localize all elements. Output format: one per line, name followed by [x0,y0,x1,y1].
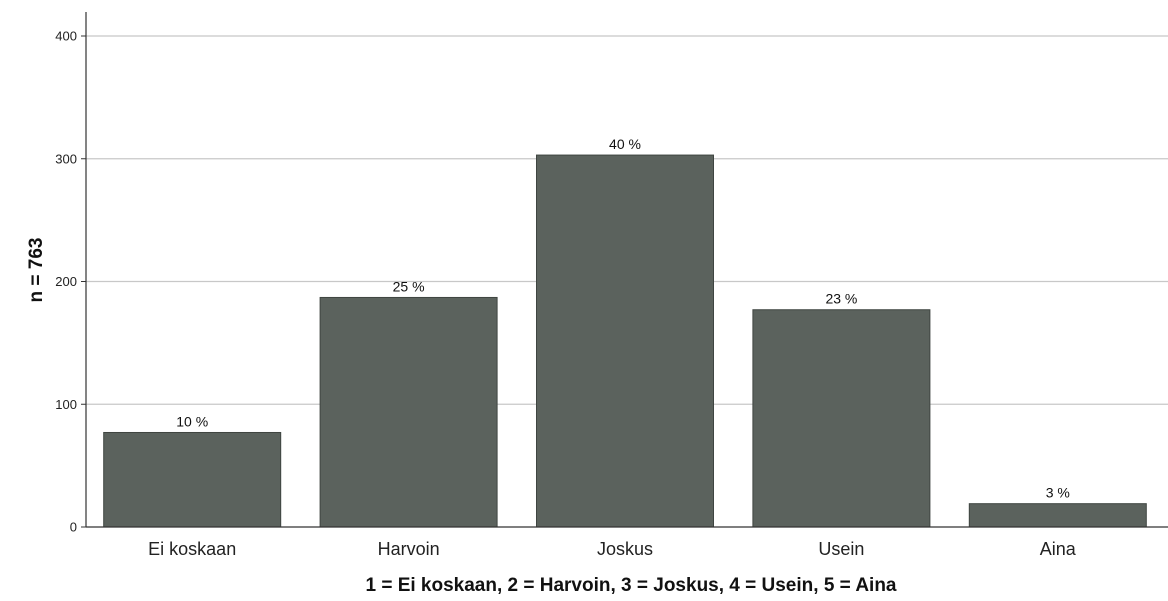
y-axis-title: n = 763 [26,238,47,303]
bar [536,154,714,528]
x-category-label: Joskus [597,539,653,559]
x-axis-title: 1 = Ei koskaan, 2 = Harvoin, 3 = Joskus,… [365,575,896,596]
y-tick-label: 400 [55,29,77,44]
data-label: 25 % [393,278,425,294]
y-axis-ticks: 0 100 200 300 400 [55,29,86,535]
y-tick-label: 200 [55,274,77,289]
x-category-label: Harvoin [378,539,440,559]
bar [319,296,498,528]
x-category-label: Ei koskaan [148,539,236,559]
data-label: 23 % [825,291,857,307]
y-tick-label: 100 [55,397,77,412]
y-tick-label: 0 [70,520,77,535]
data-label: 40 % [609,136,641,152]
y-tick-label: 300 [55,151,77,166]
data-label: 10 % [176,413,208,429]
x-category-label: Aina [1040,539,1077,559]
bar [752,309,931,528]
data-label: 3 % [1046,485,1070,501]
data-labels: 10 % 25 % 40 % 23 % 3 % [176,136,1070,501]
x-category-label: Usein [818,539,864,559]
bars [103,154,1147,528]
bar [103,431,282,528]
x-axis-categories: Ei koskaan Harvoin Joskus Usein Aina [148,539,1077,559]
bar [968,503,1147,528]
